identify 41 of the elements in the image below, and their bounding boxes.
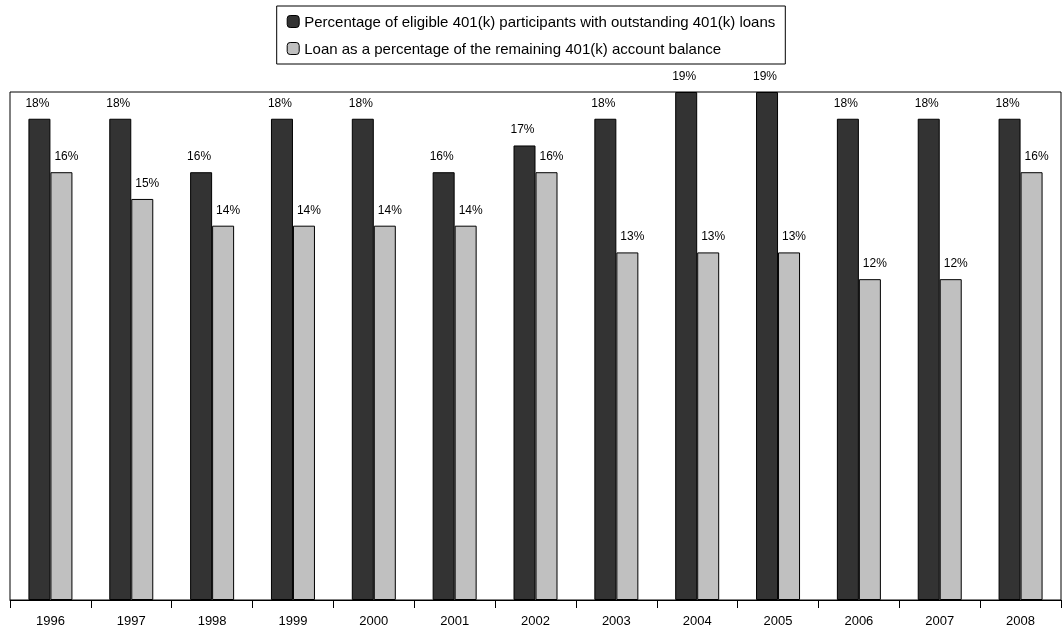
data-label: 16% xyxy=(429,149,454,164)
data-label: 18% xyxy=(348,95,374,110)
x-tick-label: 1997 xyxy=(116,613,146,628)
data-label: 18% xyxy=(25,95,50,110)
data-label: 18% xyxy=(833,95,859,110)
x-tick-label: 1996 xyxy=(35,613,65,628)
x-tick-label: 2006 xyxy=(844,613,874,628)
data-label: 19% xyxy=(753,69,778,83)
x-tick-label: 2003 xyxy=(601,613,631,628)
data-label: 16% xyxy=(187,149,212,164)
data-label: 12% xyxy=(862,256,888,271)
x-tick-label: 1998 xyxy=(197,613,227,628)
data-label: 18% xyxy=(106,95,131,110)
x-tick-label: 2007 xyxy=(925,613,955,628)
data-label: 14% xyxy=(296,202,322,217)
data-label: 13% xyxy=(620,229,645,244)
data-label: 19% xyxy=(672,69,697,83)
x-tick-label: 2001 xyxy=(440,613,470,628)
data-label: 13% xyxy=(782,229,807,244)
data-label: 16% xyxy=(54,149,79,164)
data-label: 18% xyxy=(267,95,293,110)
data-label: 16% xyxy=(1024,149,1049,164)
data-label: 18% xyxy=(914,95,940,110)
data-label: 14% xyxy=(458,202,483,217)
data-label: 12% xyxy=(943,256,969,271)
data-label: 17% xyxy=(510,122,535,137)
legend-label: Percentage of eligible 401(k) participants with outstanding 401(k) loans xyxy=(304,13,776,30)
data-label: 14% xyxy=(377,202,403,217)
x-tick-label: 1999 xyxy=(278,613,308,628)
legend-label: Loan as a percentage of the remaining 401(k) account balance xyxy=(304,40,722,57)
x-tick-label: 2004 xyxy=(682,613,712,628)
x-tick-label: 2008 xyxy=(1006,613,1036,628)
data-label: 18% xyxy=(591,95,616,110)
x-tick-label: 2005 xyxy=(763,613,793,628)
x-tick-label: 2002 xyxy=(521,613,550,628)
data-label: 13% xyxy=(701,229,726,244)
data-label: 18% xyxy=(995,95,1020,110)
data-label: 15% xyxy=(135,175,160,190)
data-label: 14% xyxy=(216,202,241,217)
x-tick-label: 2000 xyxy=(359,613,389,628)
data-label: 16% xyxy=(539,149,564,164)
